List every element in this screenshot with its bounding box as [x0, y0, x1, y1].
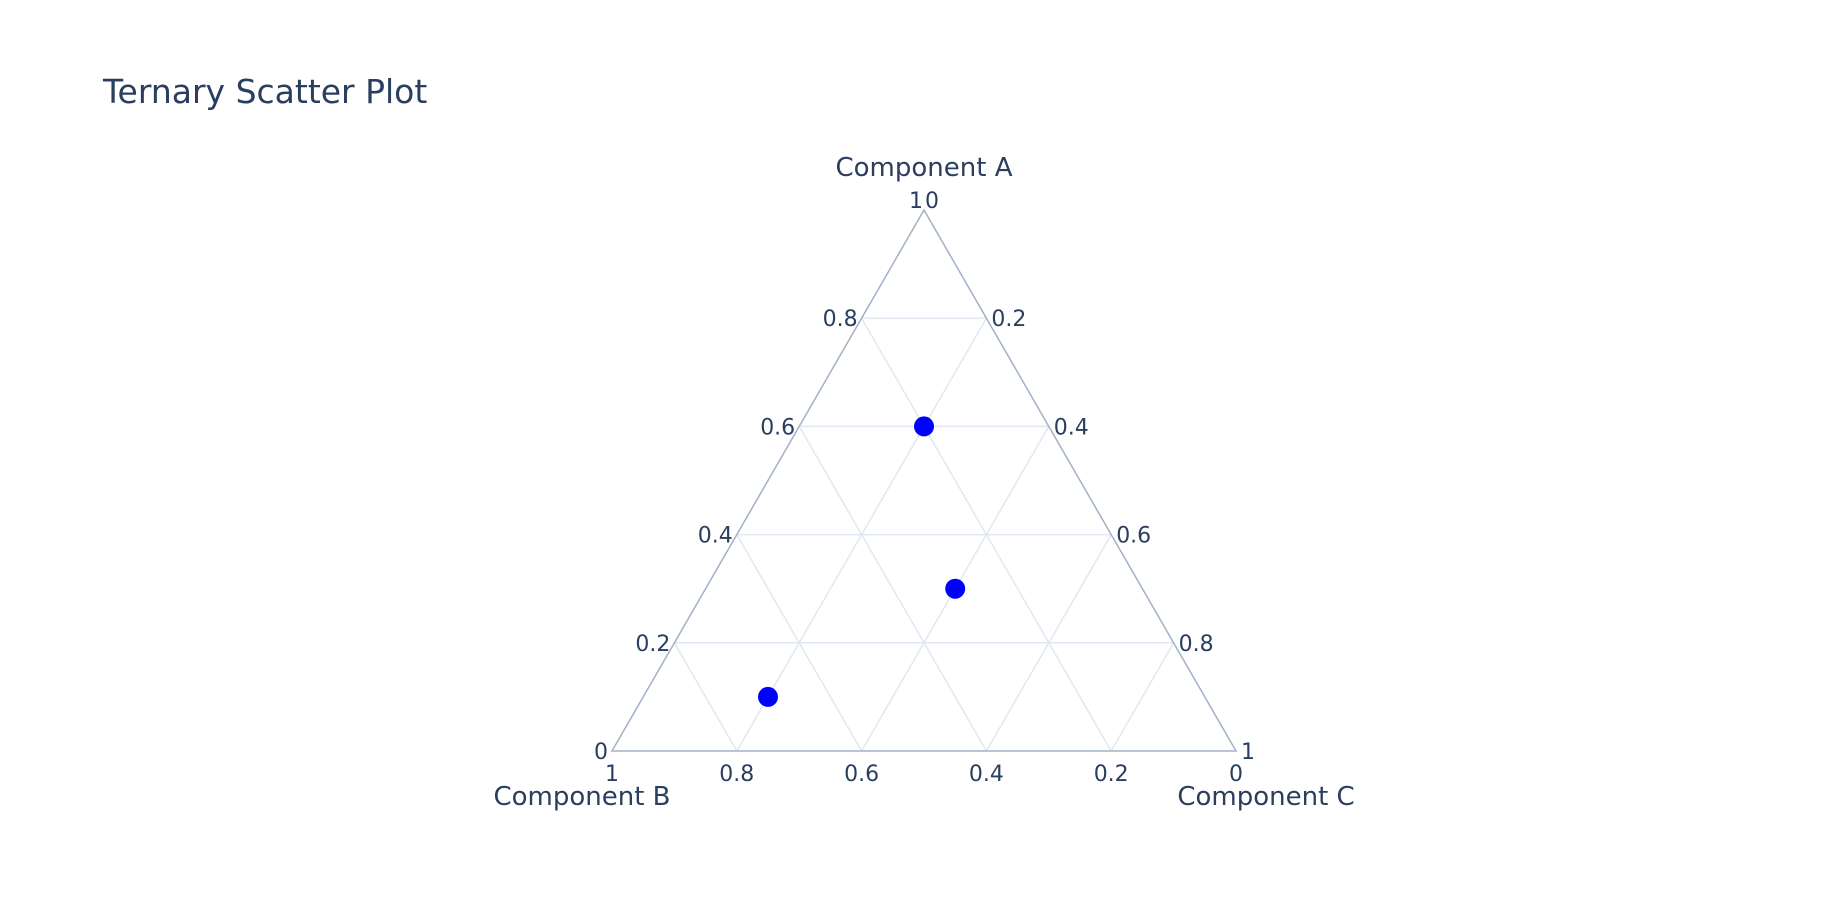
axis-title-c: Component C	[1177, 782, 1354, 812]
tick-label-c: 1	[1241, 740, 1255, 765]
grid-line-b	[736, 534, 863, 752]
tick-label-b: 0	[1229, 762, 1243, 787]
tick-label-a: 1	[909, 189, 923, 214]
tick-label-c: 0	[925, 189, 939, 214]
tick-label-a: 0	[594, 740, 608, 765]
chart-title: Ternary Scatter Plot	[103, 72, 428, 111]
data-point[interactable]	[758, 686, 778, 707]
tick-label-c: 0.2	[991, 307, 1026, 332]
tick-label-a: 0.8	[823, 307, 858, 332]
triangle-outline	[610, 208, 1238, 752]
tick-label-c: 0.6	[1116, 524, 1151, 549]
tick-label-b: 0.2	[1094, 762, 1129, 787]
tick-label-b: 1	[605, 762, 619, 787]
axis-title-b: Component B	[493, 782, 670, 812]
grid-lines	[673, 317, 1175, 752]
axis-title-a: Component A	[836, 153, 1013, 183]
data-point[interactable]	[914, 416, 934, 437]
tick-label-a: 0.2	[635, 632, 670, 657]
grid-line-b	[673, 642, 738, 752]
grid-line-c	[985, 534, 1112, 752]
triangle-axes	[610, 208, 1238, 752]
tick-labels: 00.20.40.60.81 00.20.40.60.8100.20.40.60.…	[594, 189, 1255, 787]
tick-label-a: 0.6	[760, 415, 795, 440]
grid-line-b	[798, 426, 988, 752]
axis-titles: Component A Component B Component C	[493, 153, 1354, 812]
tick-label-b: 0.4	[969, 762, 1004, 787]
tick-label-a: 0.4	[698, 524, 733, 549]
data-points	[758, 416, 966, 707]
tick-label-c: 0.4	[1054, 415, 1089, 440]
tick-label-b: 0.6	[844, 762, 879, 787]
tick-label-c: 0.8	[1179, 632, 1214, 657]
data-point[interactable]	[945, 578, 966, 599]
grid-line-c	[1110, 642, 1175, 752]
tick-label-b: 0.8	[719, 762, 754, 787]
